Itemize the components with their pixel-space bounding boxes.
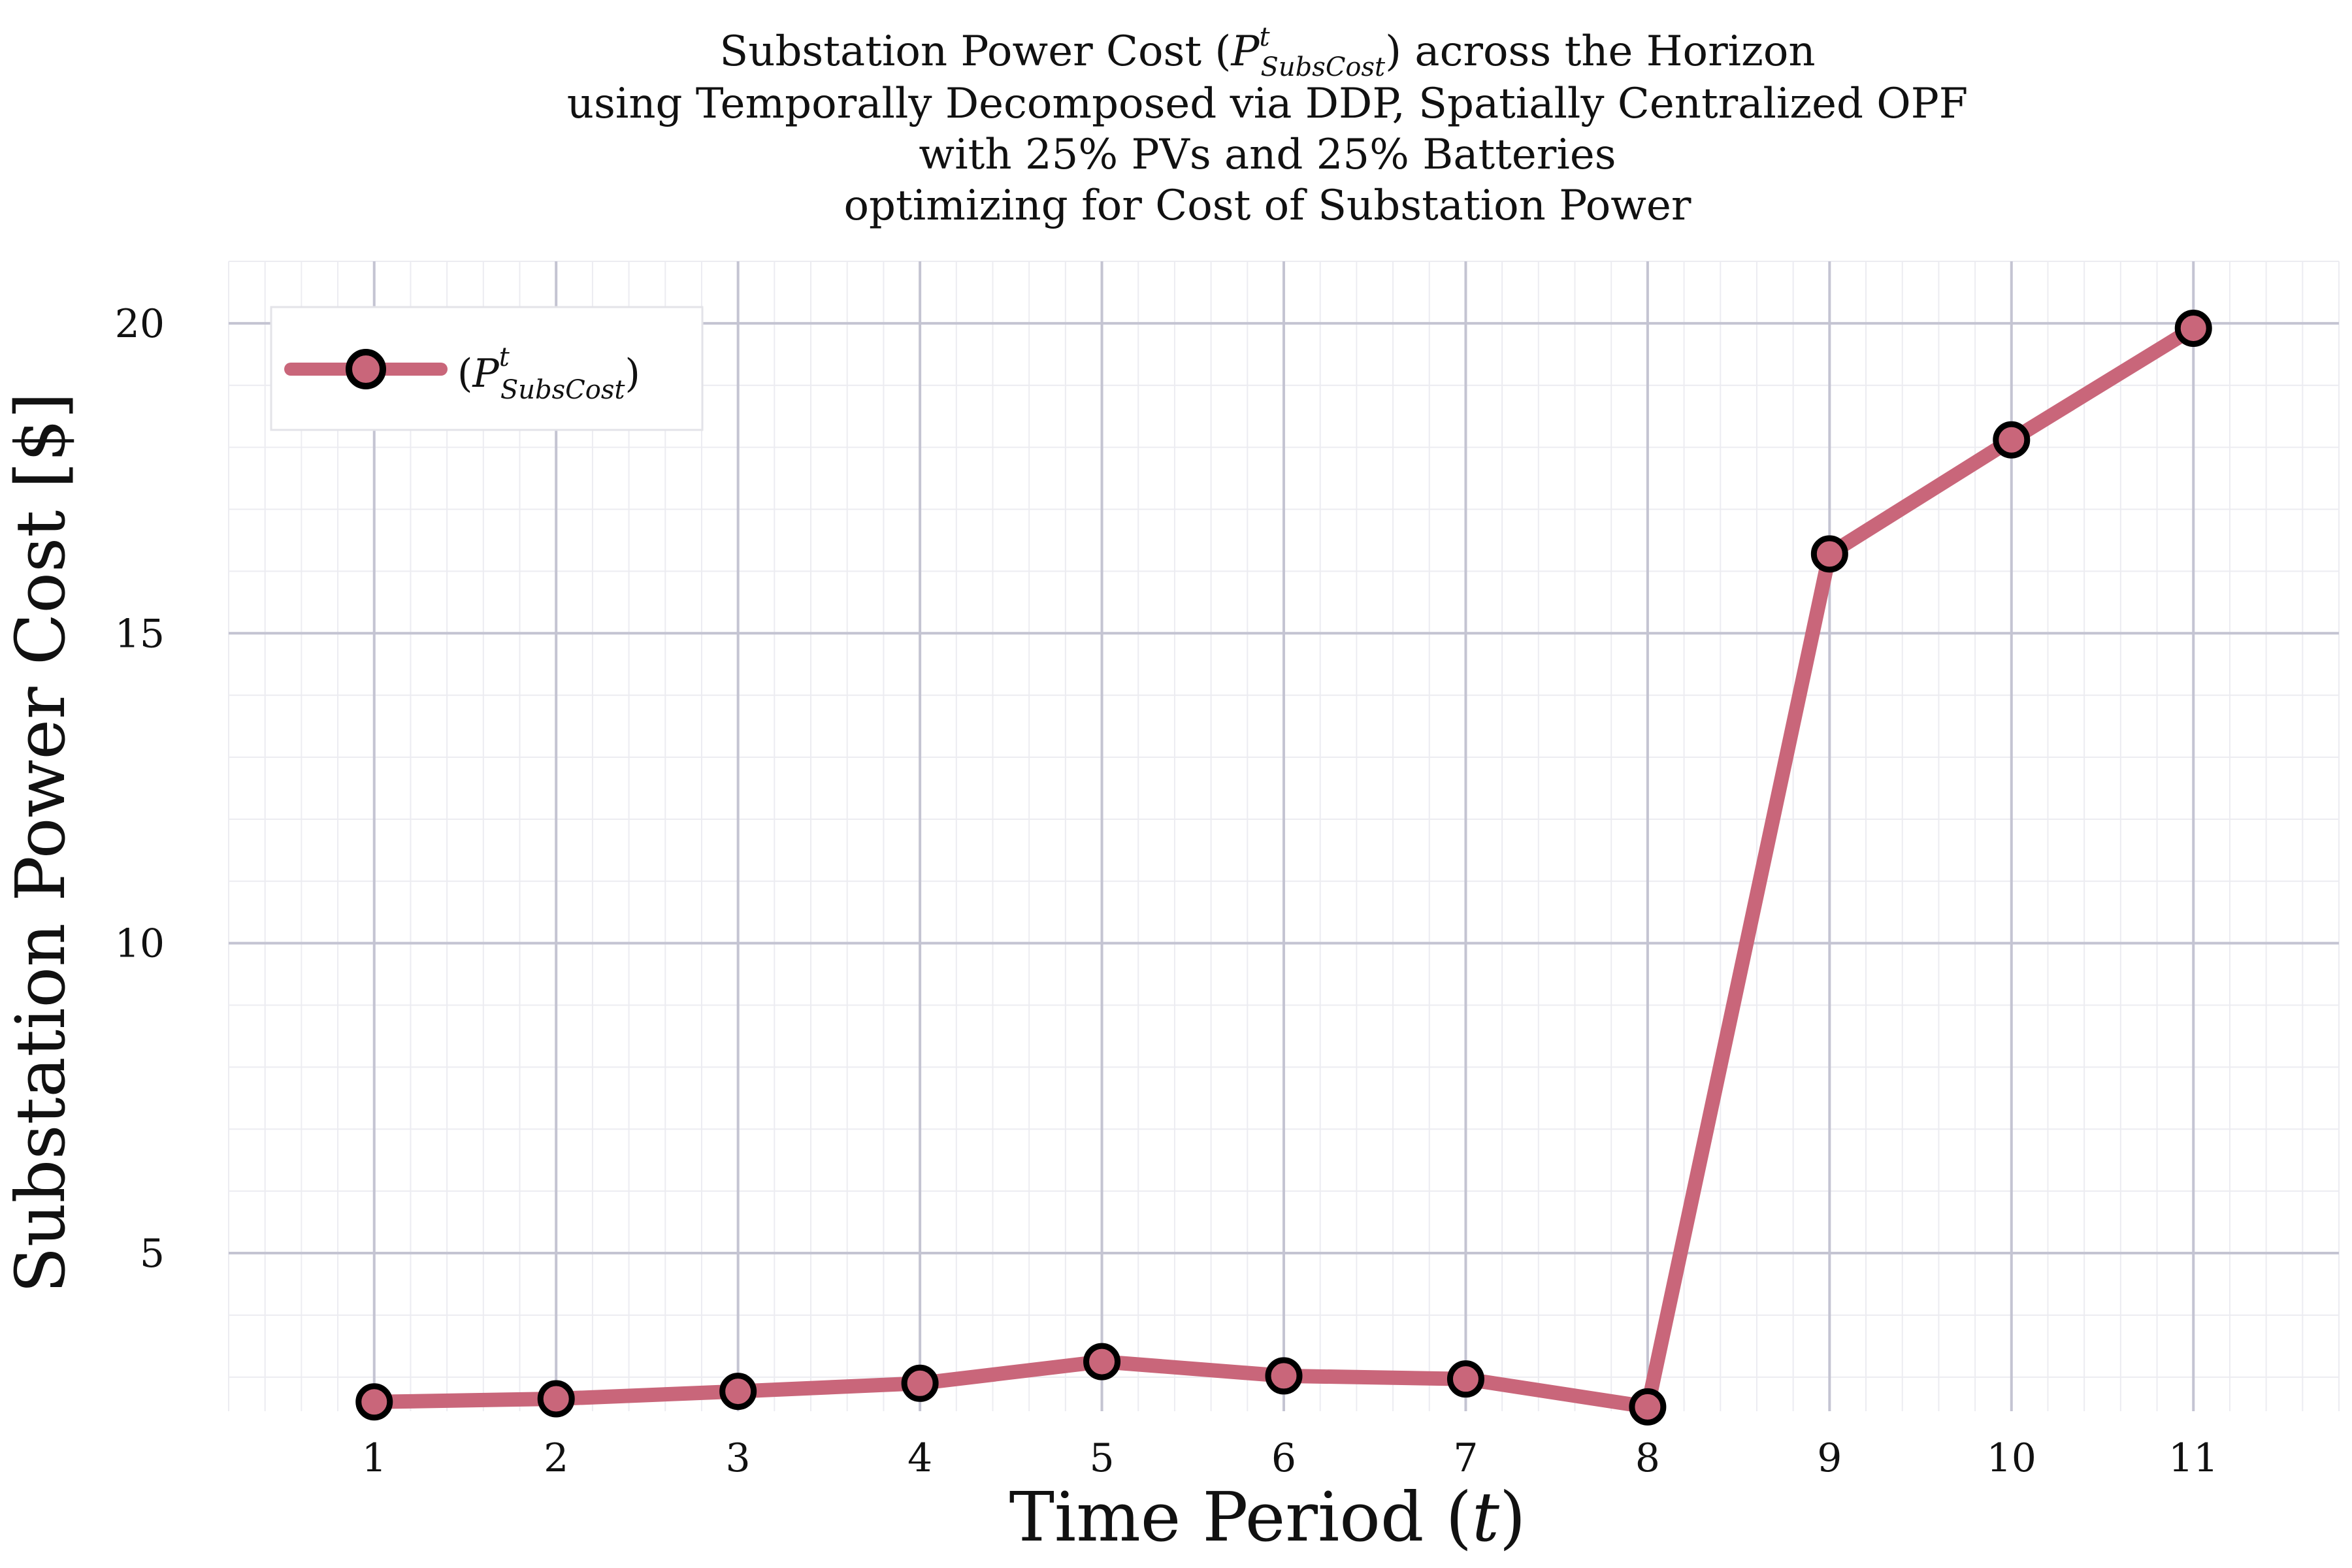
x-tick-label: 11 (2168, 1435, 2218, 1481)
data-point (901, 1364, 939, 1402)
x-tick-label: 8 (1635, 1435, 1660, 1481)
legend-label: (Pt SubsCost) (457, 342, 640, 405)
data-point (1629, 1388, 1667, 1426)
x-tick-label: 4 (907, 1435, 932, 1481)
y-tick-label: 20 (115, 301, 165, 347)
y-tick-label: 15 (115, 611, 165, 657)
legend-label-close: ) (625, 351, 640, 397)
title-line-3: with 25% PVs and 25% Batteries (919, 131, 1616, 179)
data-point (719, 1373, 757, 1411)
x-tick-labels: 1 2 3 4 5 6 7 8 9 10 11 (362, 1435, 2219, 1481)
legend-marker-swatch (346, 349, 386, 389)
chart-title: Substation Power Cost (Pt SubsCost) acros… (567, 22, 1968, 230)
y-tick-label: 10 (115, 921, 165, 967)
title-line-1-symbol: P (1230, 27, 1260, 76)
x-tick-label: 2 (544, 1435, 568, 1481)
data-point (1446, 1360, 1484, 1398)
data-point (537, 1380, 575, 1418)
x-tick-label: 5 (1089, 1435, 1114, 1481)
x-axis-label-close: ) (1499, 1477, 1526, 1557)
legend: (Pt SubsCost) (270, 306, 704, 431)
x-tick-label: 9 (1817, 1435, 1842, 1481)
legend-label-sup: t (499, 342, 510, 372)
y-axis-label: Substation Power Cost [$] (1, 392, 80, 1293)
title-line-4: optimizing for Cost of Substation Power (844, 182, 1691, 230)
data-point (355, 1383, 393, 1421)
title-line-1-sup: t (1259, 22, 1270, 52)
data-point (1083, 1343, 1121, 1380)
series-group (355, 309, 2212, 1426)
x-axis-label: Time Period (t) (1009, 1477, 1526, 1557)
legend-label-sub: SubsCost (500, 375, 626, 405)
title-line-1-sub: SubsCost (1261, 52, 1386, 82)
x-axis-label-main: Time Period ( (1009, 1477, 1473, 1557)
title-line-1-prefix: Substation Power Cost ( (719, 27, 1231, 76)
legend-label-symbol: P (472, 351, 500, 397)
data-point (1993, 421, 2031, 459)
x-tick-label: 10 (1987, 1435, 2036, 1481)
y-tick-labels: 5 10 15 20 (115, 301, 165, 1277)
y-tick-label: 5 (140, 1231, 165, 1277)
data-point (1265, 1357, 1303, 1395)
x-tick-label: 1 (362, 1435, 387, 1481)
x-tick-label: 3 (726, 1435, 751, 1481)
data-point (1810, 535, 1848, 573)
x-tick-label: 6 (1271, 1435, 1296, 1481)
title-line-1: Substation Power Cost (Pt SubsCost) acros… (719, 22, 1815, 82)
x-tick-label: 7 (1453, 1435, 1478, 1481)
x-axis-label-symbol: t (1472, 1477, 1499, 1557)
data-point (2174, 309, 2212, 347)
title-line-1-suffix: ) across the Horizon (1385, 27, 1816, 76)
title-line-2: using Temporally Decomposed via DDP, Spa… (567, 80, 1968, 128)
legend-label-open: ( (457, 351, 472, 397)
